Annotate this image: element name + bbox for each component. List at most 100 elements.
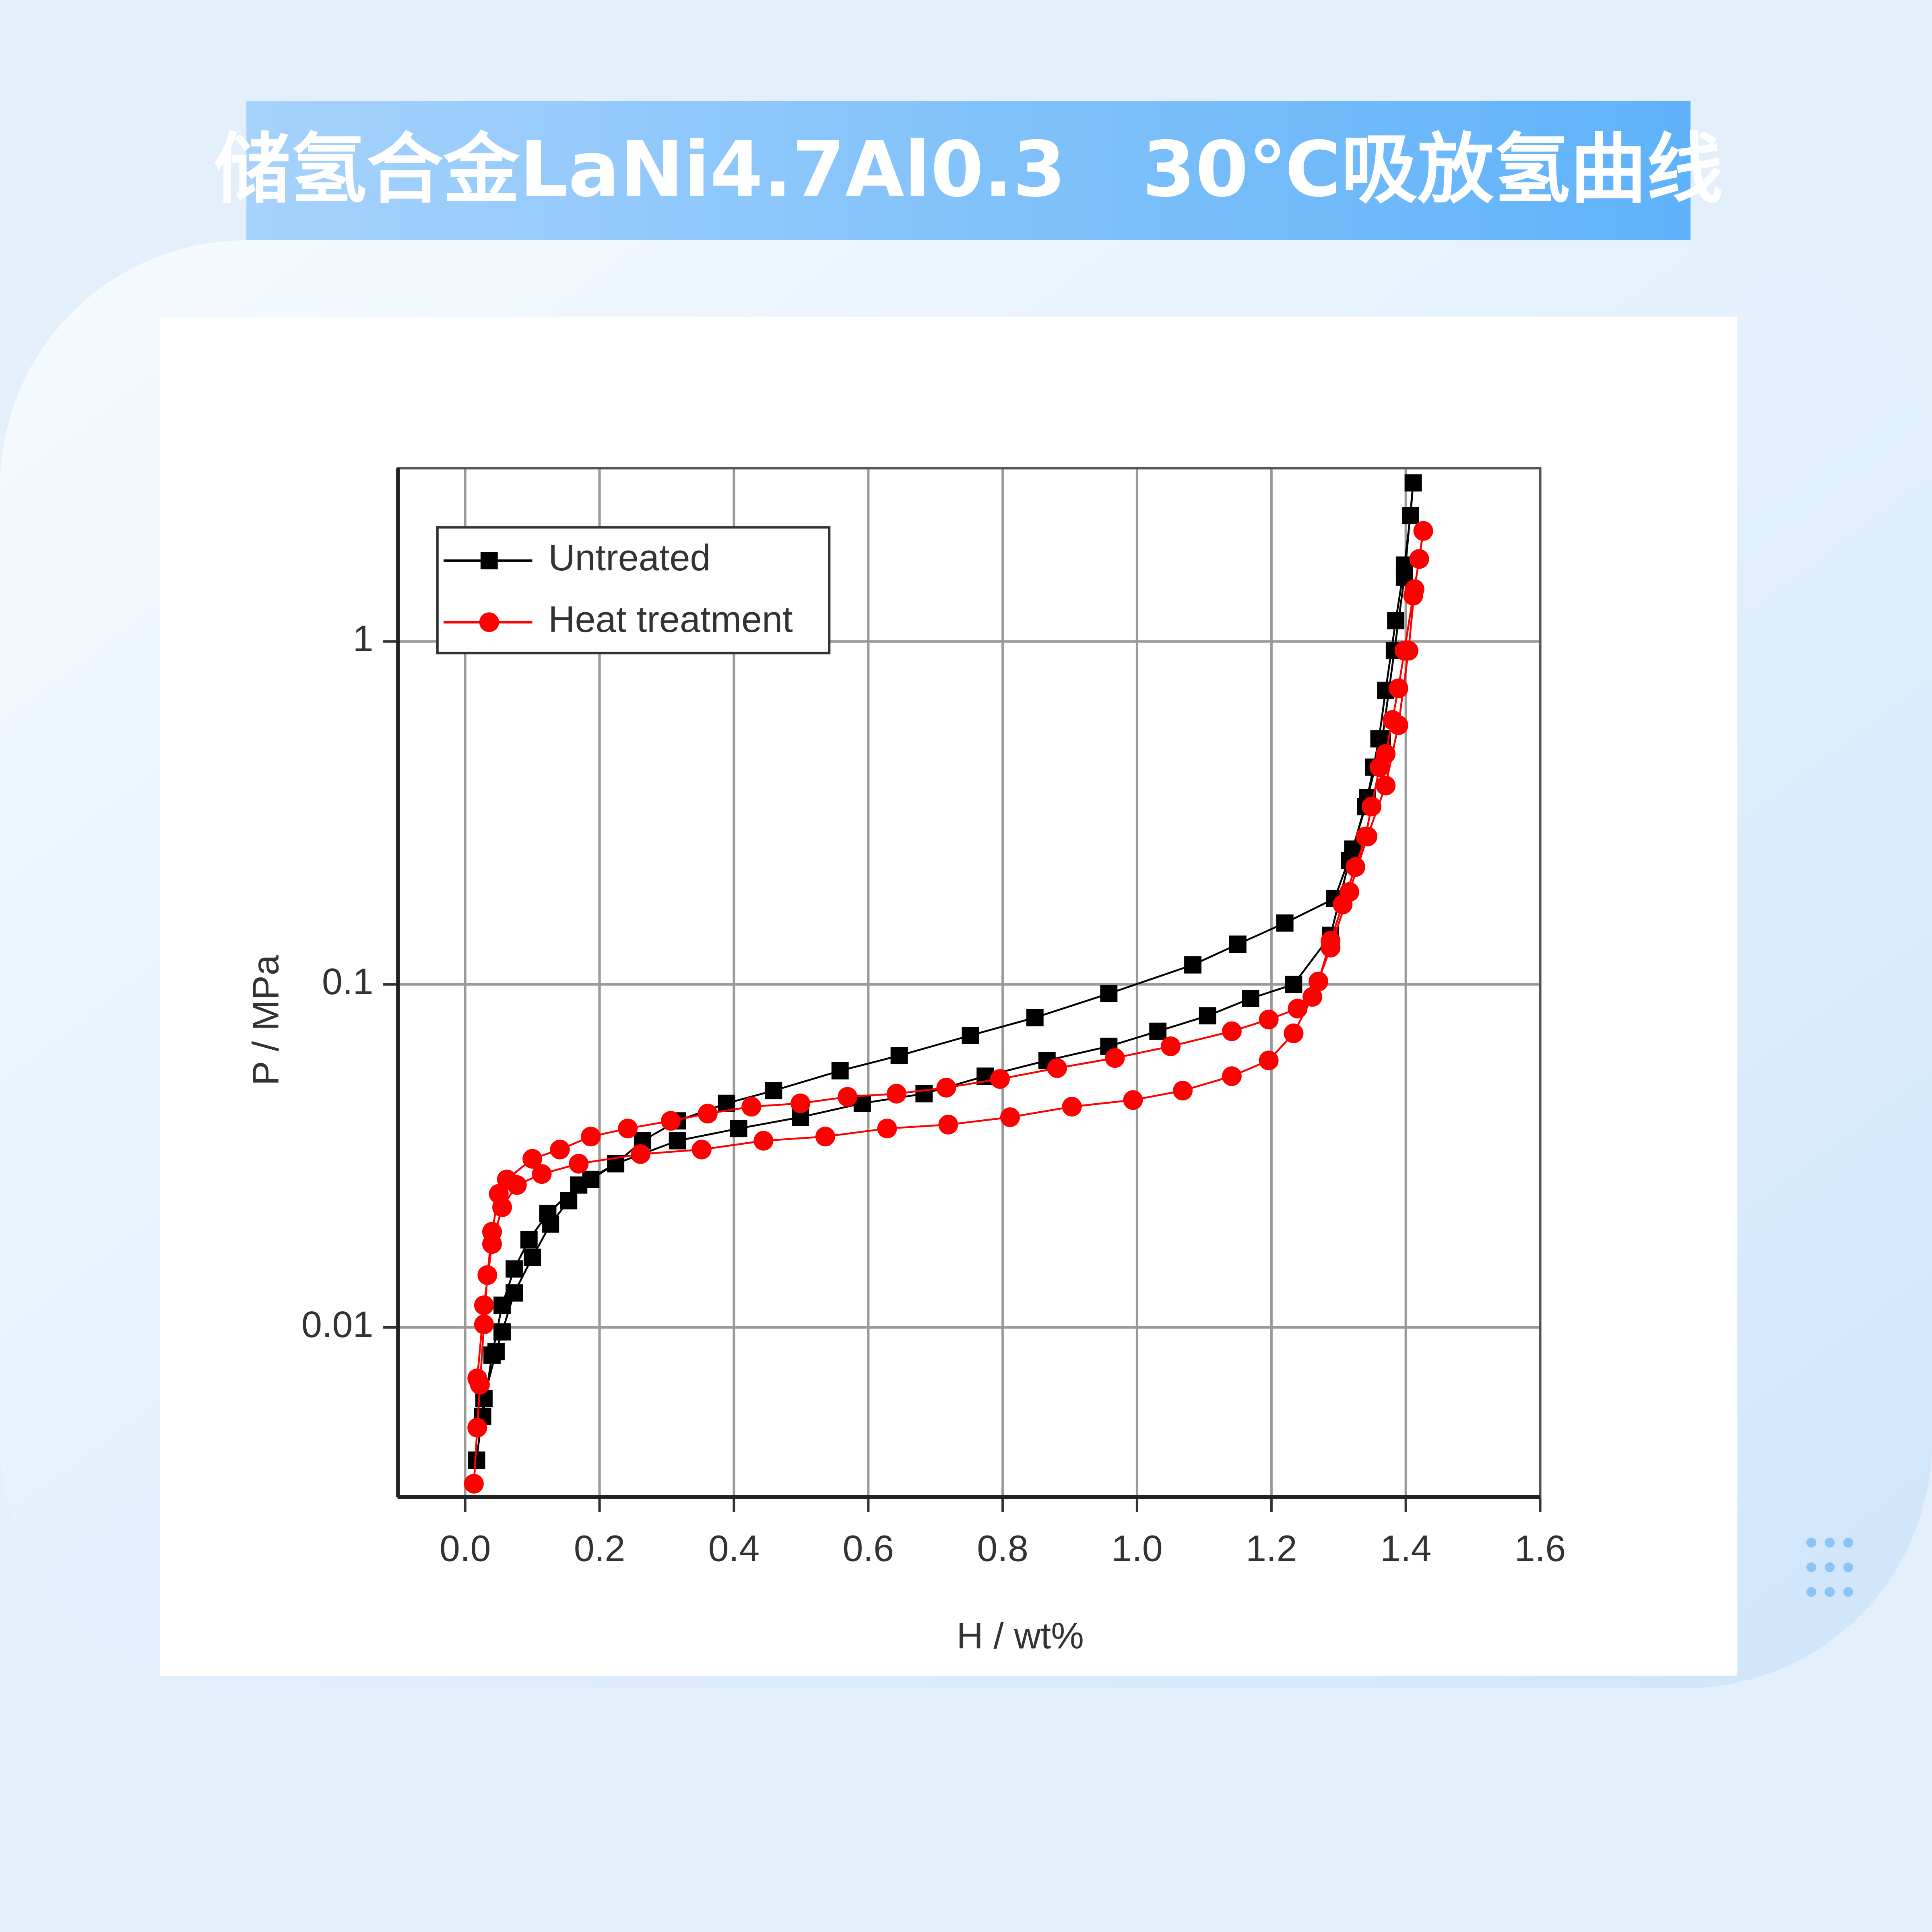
data-point [532,1164,552,1184]
data-point [765,1082,782,1100]
data-point [1358,826,1378,846]
data-point [1276,914,1294,932]
data-point [1229,935,1247,953]
chart-title: 储氢合金LaNi4.7Al0.3 30℃吸放氢曲线 [214,125,1723,214]
dots-decoration [1806,1538,1854,1597]
x-tick-label: 1.6 [1515,1528,1566,1569]
data-point [467,1368,487,1388]
data-point [730,1120,747,1137]
data-point [570,1176,588,1194]
series-line [475,483,1414,1460]
data-point [1284,1023,1304,1043]
x-tick-label: 0.4 [708,1528,760,1569]
data-point [1388,678,1408,698]
data-point [1345,857,1365,877]
legend-label: Heat treatment [548,599,793,640]
data-point [524,1249,541,1266]
data-point [1259,1009,1279,1030]
legend-label: Untreated [548,537,710,578]
data-point [831,1062,849,1080]
data-point [1222,1021,1242,1041]
legend-marker [479,612,499,632]
data-point [507,1175,527,1195]
x-tick-label: 1.0 [1111,1528,1163,1569]
data-point [962,1027,979,1044]
data-point [482,1234,502,1254]
data-point [1402,507,1419,524]
data-point [886,1084,906,1104]
data-point [1199,1007,1216,1025]
data-point [1302,987,1323,1007]
data-point [474,1295,494,1315]
data-point [1398,641,1418,661]
data-point [464,1474,484,1494]
data-point [838,1087,858,1107]
data-point [539,1205,557,1222]
data-point [1404,474,1422,492]
data-point [550,1139,570,1160]
data-point [815,1127,835,1147]
x-tick-label: 0.8 [977,1528,1028,1569]
legend-box [436,526,831,654]
data-point [1172,1081,1193,1101]
x-tick-label: 1.2 [1246,1528,1297,1569]
data-point [1047,1058,1067,1078]
data-point [468,1451,485,1469]
data-point [990,1069,1010,1089]
data-point [691,1139,712,1160]
data-point [877,1119,897,1139]
x-tick-label: 0.2 [574,1528,625,1569]
data-point [618,1119,638,1139]
legend: Untreated Heat treatment [436,526,831,654]
x-tick-label: 1.4 [1380,1528,1432,1569]
data-point [477,1265,497,1285]
data-point [669,1132,686,1150]
data-point [1242,990,1259,1007]
x-tick-label: 0.6 [842,1528,894,1569]
x-axis-title: H / wt% [957,1616,1084,1657]
data-point [1160,1036,1181,1056]
data-point [506,1260,523,1278]
data-point [1376,776,1396,796]
data-point [698,1104,718,1124]
data-point [1388,715,1408,735]
data-point [1000,1107,1020,1127]
x-tick-label: 0.0 [440,1528,491,1569]
data-point [1409,549,1429,569]
data-point [890,1047,908,1065]
data-point [492,1197,512,1217]
y-tick-label: 0.01 [301,1304,374,1345]
data-point [569,1154,589,1174]
data-point [1123,1090,1143,1110]
data-point [522,1149,543,1169]
data-point [1259,1051,1279,1071]
data-point [493,1296,511,1314]
data-point [741,1097,762,1117]
data-point [474,1314,494,1334]
data-point [1026,1009,1044,1026]
data-point [1376,744,1396,764]
y-axis-title: P / MPa [246,954,287,1086]
data-point [1362,797,1382,817]
data-point [1321,937,1341,958]
y-tick-label: 0.1 [322,961,374,1002]
legend-marker [480,552,498,570]
data-point [1288,999,1308,1019]
data-point [493,1323,511,1341]
data-point [1285,976,1302,993]
y-tick-label: 1 [353,618,373,659]
data-point [630,1144,650,1164]
data-point [753,1131,774,1151]
data-point [938,1115,958,1135]
data-point [1062,1097,1082,1117]
data-point [467,1418,487,1438]
data-point [1184,956,1201,974]
data-point [661,1111,681,1131]
data-point [791,1093,811,1113]
data-point [1222,1066,1242,1086]
data-point [915,1085,933,1102]
data-point [1387,612,1405,630]
data-point [1149,1022,1167,1040]
title-banner [246,101,1690,240]
